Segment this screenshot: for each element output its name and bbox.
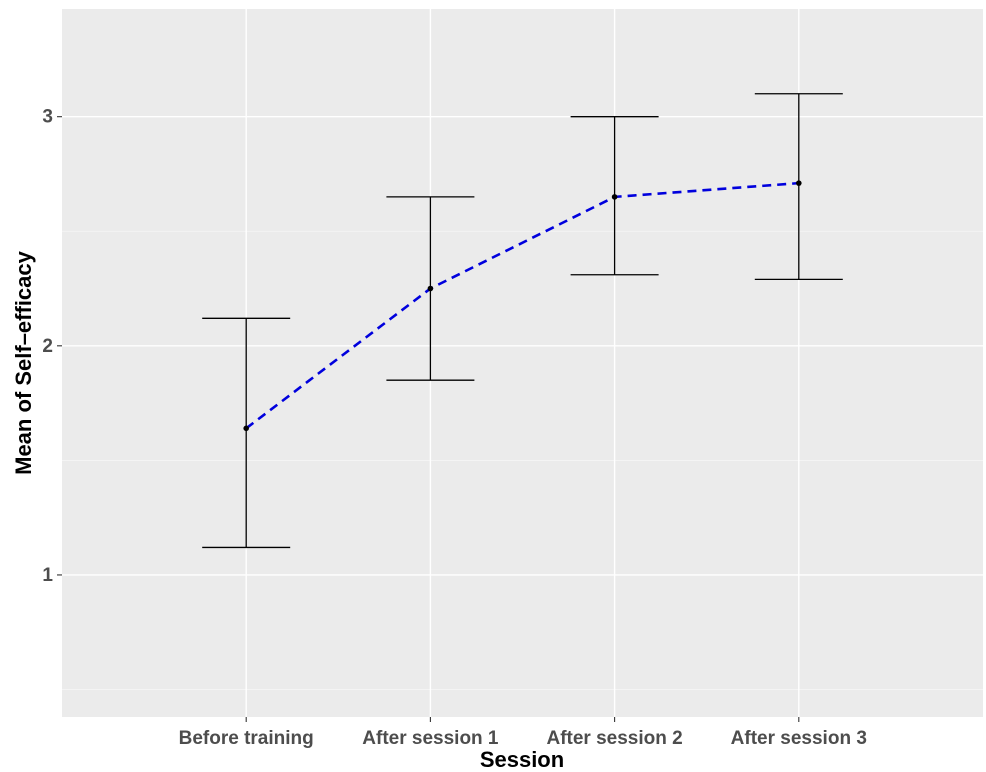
data-point [611,194,618,200]
x-tick-label: After session 3 [731,728,867,749]
grid-lines [62,9,983,717]
error-bar [202,317,291,549]
series-line [245,181,799,430]
y-tick-label: 1 [42,565,53,586]
series-line-path [245,181,799,430]
x-axis-ticks: Before training After session 1 After sess… [179,717,867,749]
x-axis-title: Session [480,747,564,772]
data-point [243,425,249,432]
x-tick-label: After session 2 [546,728,682,749]
y-axis-title: Mean of Self–efficacy [11,250,36,475]
error-bar [754,93,843,281]
y-tick-label: 3 [42,107,53,128]
data-points [243,180,802,432]
x-tick-label: Before training [179,728,314,749]
data-point [796,180,802,186]
y-axis-ticks: 1 2 3 [42,107,62,586]
data-point [427,285,434,292]
x-tick-label: After session 1 [362,728,499,749]
y-tick-label: 2 [42,336,53,357]
panel-background [62,9,983,717]
